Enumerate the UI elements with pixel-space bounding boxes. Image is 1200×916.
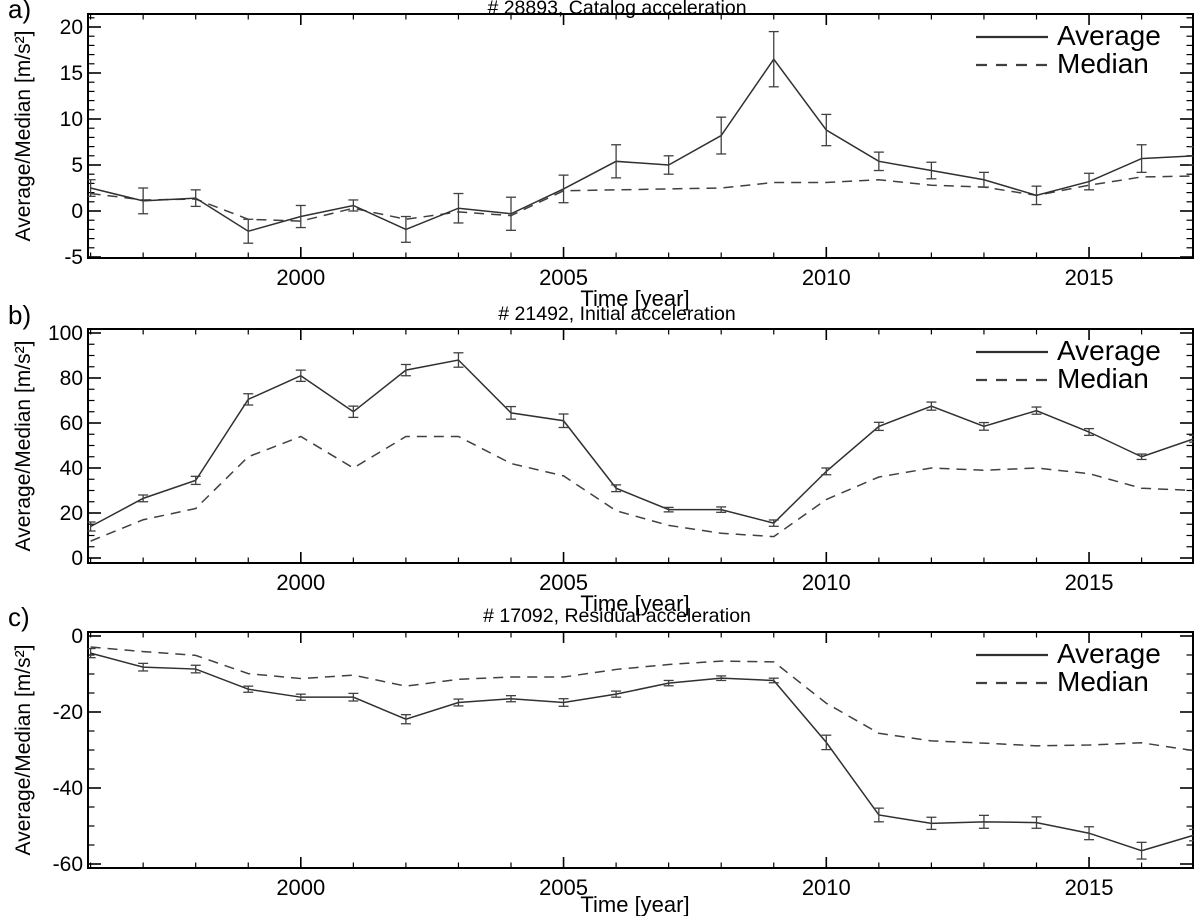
legend-label-median-c: Median xyxy=(1057,666,1149,697)
error-bars xyxy=(87,352,1194,532)
legend-label-median-a: Median xyxy=(1057,48,1149,79)
panel-title-c: # 17092, Residual acceleration xyxy=(483,605,751,627)
legend-label-average-a: Average xyxy=(1057,20,1161,51)
y-tick-label: -60 xyxy=(53,853,83,876)
y-tick-label: -5 xyxy=(64,246,83,269)
y-tick-label: -40 xyxy=(53,777,83,800)
x-tick-label: 2015 xyxy=(1065,570,1114,595)
x-axis-label-c: Time [year] xyxy=(580,892,690,916)
y-tick-label: 5 xyxy=(71,154,83,177)
panel-title-b: # 21492, Initial acceleration xyxy=(498,303,736,325)
y-tick-label: 15 xyxy=(60,62,83,85)
y-tick-label: 0 xyxy=(71,625,83,648)
panel-c: 0 -20 -40 -60 2000 2005 2010 2015 xyxy=(53,625,1194,900)
y-tick-label: 10 xyxy=(60,108,83,131)
average-line xyxy=(90,652,1194,852)
median-line xyxy=(90,435,1194,542)
panel-label-a: a) xyxy=(8,0,32,24)
panel-label-c: c) xyxy=(8,602,30,632)
series-group xyxy=(87,352,1194,542)
median-line xyxy=(90,175,1194,222)
legend-label-average-b: Average xyxy=(1057,335,1161,366)
x-tick-label: 2005 xyxy=(539,570,588,595)
x-tick-label: 2005 xyxy=(539,875,588,900)
legend-label-median-b: Median xyxy=(1057,363,1149,394)
y-tick-label: 80 xyxy=(60,367,83,390)
y-tick-label: 0 xyxy=(71,547,83,570)
y-tick-label: 60 xyxy=(60,412,83,435)
y-tick-label: 100 xyxy=(48,322,83,345)
x-tick-label: 2000 xyxy=(276,265,325,290)
series-group xyxy=(87,30,1194,244)
x-axis-label-b: Time [year] xyxy=(580,591,690,616)
median-line xyxy=(90,646,1194,752)
error-bars xyxy=(87,647,1194,860)
plot-frame xyxy=(87,631,1194,869)
y-tick-label: 0 xyxy=(71,200,83,223)
average-line xyxy=(90,57,1194,233)
legend-label-average-c: Average xyxy=(1057,638,1161,669)
x-tick-label: 2015 xyxy=(1065,265,1114,290)
y-axis-label-a: Average/Median [m/s²] xyxy=(11,30,35,242)
panel-title-a: # 28893, Catalog acceleration xyxy=(487,0,747,19)
x-axis-label-a: Time [year] xyxy=(580,286,690,311)
x-tick-label: 2010 xyxy=(802,570,851,595)
y-axis-label-b: Average/Median [m/s²] xyxy=(11,340,35,552)
x-tick-label: 2000 xyxy=(276,570,325,595)
y-axis-label-c: Average/Median [m/s²] xyxy=(11,644,35,856)
error-bars xyxy=(87,30,1194,244)
y-tick-label: 20 xyxy=(60,16,83,39)
x-tick-label: 2010 xyxy=(802,265,851,290)
series-group xyxy=(87,646,1194,860)
y-tick-label: 40 xyxy=(60,457,83,480)
x-tick-label: 2010 xyxy=(802,875,851,900)
plot-frame xyxy=(87,328,1194,564)
x-tick-label: 2005 xyxy=(539,265,588,290)
average-line xyxy=(90,359,1194,528)
panel-label-b: b) xyxy=(8,300,32,330)
panel-b: 100 80 60 40 20 0 2000 2005 2010 2015 xyxy=(48,322,1194,595)
x-tick-label: 2015 xyxy=(1065,875,1114,900)
plot-frame xyxy=(87,13,1194,259)
x-tick-label: 2000 xyxy=(276,875,325,900)
y-tick-label: -20 xyxy=(53,701,83,724)
y-tick-label: 20 xyxy=(60,502,83,525)
